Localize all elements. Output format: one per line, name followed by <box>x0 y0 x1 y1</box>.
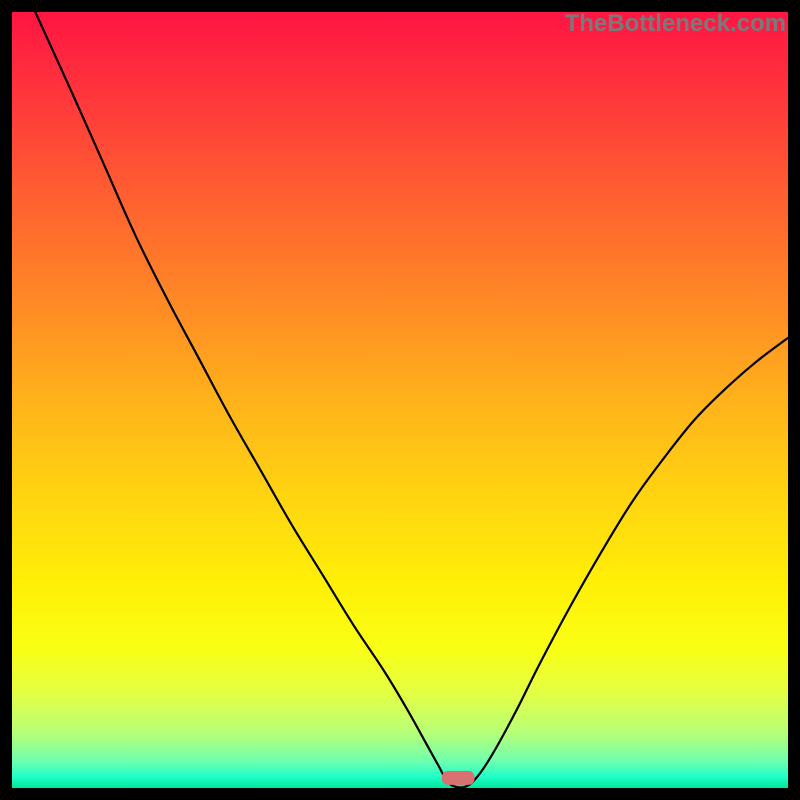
chart-svg <box>12 12 788 788</box>
watermark-text: TheBottleneck.com <box>565 10 786 38</box>
optimum-marker <box>442 771 475 785</box>
gradient-background <box>12 12 788 788</box>
plot-area <box>12 12 788 788</box>
